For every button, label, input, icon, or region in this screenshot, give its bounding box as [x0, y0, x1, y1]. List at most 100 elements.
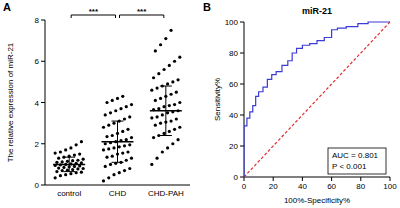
- data-point: [62, 166, 65, 169]
- x-tick: [390, 177, 391, 181]
- data-point: [159, 43, 162, 46]
- data-point: [166, 111, 169, 114]
- y-tick-label: 20: [229, 142, 238, 151]
- data-point: [73, 153, 76, 156]
- y-tick: [240, 84, 244, 85]
- data-point: [59, 150, 62, 153]
- data-point: [54, 176, 57, 179]
- y-tick: [41, 102, 45, 103]
- data-point: [123, 144, 126, 147]
- data-point: [121, 95, 124, 98]
- data-point: [161, 150, 164, 153]
- x-tick-label: CHD: [109, 189, 127, 198]
- data-point: [69, 146, 72, 149]
- error-bar: [112, 121, 124, 162]
- data-point: [155, 157, 158, 160]
- x-tick-label: 20: [269, 182, 278, 191]
- data-point: [102, 126, 105, 129]
- x-tick-label: CHD-PAH: [148, 189, 184, 198]
- y-tick-label: 0: [35, 181, 40, 190]
- x-tick-label: control: [57, 189, 81, 198]
- data-point: [162, 68, 165, 71]
- panel-label: B: [203, 1, 211, 13]
- data-point: [150, 116, 153, 119]
- data-point: [176, 78, 179, 81]
- data-point: [175, 117, 178, 120]
- data-point: [161, 113, 164, 116]
- data-point: [168, 104, 171, 107]
- data-point: [61, 160, 64, 163]
- data-point: [104, 113, 107, 116]
- x-tick: [273, 177, 274, 181]
- data-point: [105, 156, 108, 159]
- error-bar: [63, 157, 75, 171]
- y-tick: [240, 53, 244, 54]
- data-point: [111, 155, 114, 158]
- data-point: [168, 64, 171, 67]
- x-tick-label: 80: [356, 182, 365, 191]
- y-tick-label: 60: [229, 80, 238, 89]
- data-point: [111, 99, 114, 102]
- data-point: [109, 163, 112, 166]
- data-point: [173, 128, 176, 131]
- data-point: [69, 172, 72, 175]
- annotation: AUC = 0.801: [332, 151, 379, 160]
- data-point: [154, 49, 157, 52]
- x-axis-label: 100%-Specificity%: [284, 196, 350, 205]
- x-tick-label: 40: [298, 182, 307, 191]
- significance-label: ***: [137, 7, 147, 16]
- data-point: [157, 72, 160, 75]
- y-tick-label: 2: [35, 140, 40, 149]
- y-tick-label: 100: [225, 18, 239, 27]
- data-point: [128, 167, 131, 170]
- data-point: [162, 132, 165, 135]
- y-tick: [41, 20, 45, 21]
- data-point: [104, 142, 107, 145]
- data-point: [154, 99, 157, 102]
- data-point: [125, 159, 128, 162]
- data-line: [244, 22, 390, 177]
- data-point: [178, 101, 181, 104]
- data-point: [152, 136, 155, 139]
- data-line: [244, 22, 390, 177]
- data-point: [82, 158, 85, 161]
- chart-title: miR-21: [302, 6, 332, 16]
- data-point: [104, 165, 107, 168]
- x-tick: [244, 177, 245, 181]
- data-point: [78, 152, 81, 155]
- data-point: [75, 143, 78, 146]
- y-tick: [240, 177, 244, 178]
- data-point: [125, 105, 128, 108]
- data-point: [162, 105, 165, 108]
- data-point: [155, 86, 158, 89]
- data-point: [109, 111, 112, 114]
- data-point: [73, 165, 76, 168]
- data-point: [150, 89, 153, 92]
- data-point: [123, 169, 126, 172]
- data-point: [159, 122, 162, 125]
- y-tick: [41, 143, 45, 144]
- data-point: [107, 147, 110, 150]
- x-tick-label: 0: [242, 182, 247, 191]
- x-tick: [360, 177, 361, 181]
- data-point: [80, 171, 83, 174]
- x-tick: [331, 177, 332, 181]
- y-tick-label: 80: [229, 49, 238, 58]
- data-point: [64, 173, 67, 176]
- data-point: [71, 159, 74, 162]
- data-point: [126, 128, 129, 131]
- data-point: [111, 134, 114, 137]
- data-point: [54, 151, 57, 154]
- y-axis-label: The relative expression of miR-21: [6, 42, 15, 162]
- data-point: [168, 130, 171, 133]
- data-point: [175, 91, 178, 94]
- y-axis-label: Sensitivity%: [213, 78, 222, 121]
- data-point: [64, 148, 67, 151]
- data-point: [128, 143, 131, 146]
- data-point: [173, 103, 176, 106]
- data-point: [169, 29, 172, 32]
- data-point: [155, 115, 158, 118]
- data-point: [171, 142, 174, 145]
- significance-label: ***: [89, 7, 99, 16]
- data-point: [176, 138, 179, 141]
